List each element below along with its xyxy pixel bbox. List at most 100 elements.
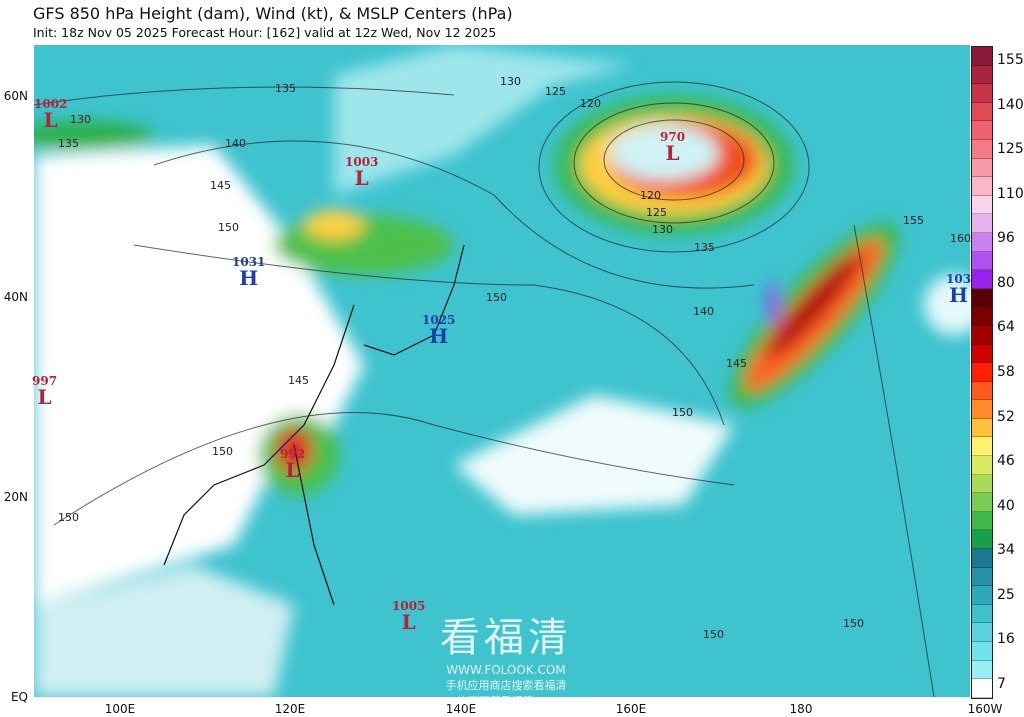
low-pressure-center: 997 L [32, 374, 58, 409]
colorbar-swatch [972, 251, 992, 271]
colorbar-swatch [972, 456, 992, 475]
lon-label: 120E [274, 702, 306, 716]
colorbar-label: 64 [997, 319, 1015, 336]
colorbar-label: 58 [997, 364, 1015, 380]
colorbar-swatch [972, 400, 992, 419]
contour-label: 150 [58, 511, 79, 524]
colorbar-swatch [972, 437, 992, 457]
contour-label: 150 [212, 445, 233, 458]
contour-label: 135 [58, 137, 79, 150]
colorbar-swatch [972, 232, 992, 252]
colorbar-swatch [972, 47, 992, 66]
lat-label: 60N [3, 89, 28, 103]
high-pressure-center: 1031 H [232, 255, 266, 290]
contour-label: 125 [646, 206, 667, 219]
colorbar-swatch [972, 586, 992, 605]
contour-label: 145 [288, 374, 309, 387]
watermark-url: WWW.FOLOOK.COM [446, 663, 566, 677]
colorbar-swatch [972, 195, 992, 215]
lon-label: 100E [104, 702, 136, 716]
contour-label: 145 [210, 179, 231, 192]
colorbar-label: 125 [997, 141, 1024, 158]
contour-label: 150 [843, 617, 864, 630]
coastlines [163, 244, 465, 606]
colorbar-swatch [972, 381, 992, 401]
contour-label: 150 [672, 406, 693, 419]
colorbar-label: 16 [997, 631, 1015, 648]
watermark: 看福清 WWW.FOLOOK.COM 手机应用商店搜索看福清 均可下载看福清Ap… [440, 605, 572, 709]
colorbar-swatch [972, 493, 992, 512]
colorbar-swatch [972, 307, 992, 326]
contour-label: 140 [225, 137, 246, 150]
height-contours [34, 81, 935, 697]
contour-label: 135 [275, 82, 296, 95]
lat-label: 20N [3, 490, 28, 504]
high-pressure-center: 1025 H [422, 313, 456, 348]
colorbar-swatch [972, 642, 992, 661]
wind-map [34, 45, 970, 697]
lon-label: 160W [967, 702, 1003, 716]
colorbar-label: 40 [997, 497, 1015, 514]
colorbar-swatch [972, 530, 992, 550]
colorbar-swatch [972, 604, 992, 624]
colorbar-swatch [972, 139, 992, 159]
colorbar-swatch [972, 679, 992, 698]
colorbar-swatch [972, 325, 992, 345]
colorbar-label: 46 [997, 453, 1015, 470]
colorbar-label: 110 [997, 185, 1024, 202]
colorbar-swatch [972, 214, 992, 233]
watermark-line2: 均可下载看福清App [456, 695, 556, 708]
colorbar-swatch [972, 474, 992, 494]
colorbar-swatch [972, 158, 992, 178]
colorbar-swatch [972, 511, 992, 531]
contour-label: 125 [545, 85, 566, 98]
contour-label: 135 [694, 241, 715, 254]
low-pressure-center: 1002 L [34, 97, 68, 132]
wind-speed-colorbar [971, 46, 993, 699]
colorbar-swatch [972, 288, 992, 308]
colorbar-swatch [972, 623, 992, 642]
watermark-name: 看福清 [440, 615, 572, 661]
colorbar-label: 52 [997, 408, 1015, 425]
colorbar-swatch [972, 102, 992, 122]
contour-label: 130 [652, 223, 673, 236]
colorbar-label: 155 [997, 52, 1024, 68]
contour-label: 150 [218, 221, 239, 234]
wind-speed-shading [34, 45, 970, 697]
lon-label: 140E [445, 702, 477, 716]
map-title: GFS 850 hPa Height (dam), Wind (kt), & M… [33, 4, 513, 23]
contour-label: 155 [903, 214, 924, 227]
colorbar-label: 140 [997, 96, 1024, 113]
low-pressure-center: 992 L [280, 447, 306, 482]
contour-label: 160 [950, 232, 971, 245]
colorbar-label: 80 [997, 274, 1015, 291]
contour-label: 120 [640, 189, 661, 202]
contour-label: 150 [486, 291, 507, 304]
contour-label: 130 [70, 113, 91, 126]
contour-label: 145 [726, 357, 747, 370]
colorbar-swatch [972, 567, 992, 587]
lat-label: EQ [10, 690, 28, 704]
colorbar-label: 34 [997, 542, 1015, 559]
colorbar-swatch [972, 549, 992, 568]
contour-label: 140 [693, 305, 714, 318]
contour-label: 130 [500, 75, 521, 88]
colorbar-label: 25 [997, 586, 1015, 603]
colorbar-swatch [972, 418, 992, 438]
lon-label: 160E [615, 702, 647, 716]
colorbar-swatch [972, 363, 992, 382]
colorbar-swatch [972, 270, 992, 289]
map-subtitle: Init: 18z Nov 05 2025 Forecast Hour: [16… [33, 25, 497, 40]
colorbar-label: 96 [997, 230, 1015, 247]
watermark-line1: 手机应用商店搜索看福清 [445, 679, 567, 692]
contour-label: 120 [580, 97, 601, 110]
lat-label: 40N [3, 290, 28, 304]
colorbar-swatch [972, 177, 992, 196]
colorbar-swatch [972, 344, 992, 364]
lon-label: 180 [789, 702, 813, 716]
colorbar-swatch [972, 65, 992, 85]
colorbar-swatch [972, 660, 992, 680]
contour-label: 150 [703, 628, 724, 641]
colorbar-label: 7 [997, 676, 1006, 692]
low-pressure-center: 1005 L [392, 599, 426, 634]
